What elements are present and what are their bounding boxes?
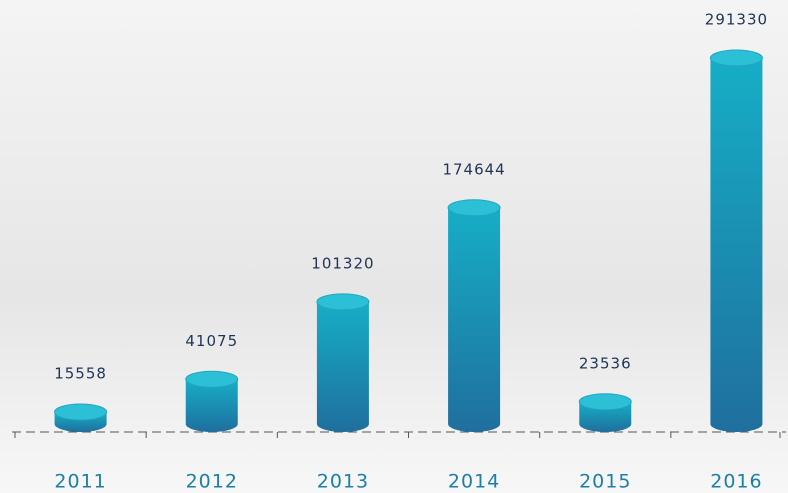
- bar: [55, 404, 107, 432]
- cylinder-body: [448, 208, 500, 432]
- background: [0, 0, 788, 493]
- bar: [448, 200, 500, 432]
- cylinder-top: [710, 50, 762, 66]
- x-tick-label: 2015: [579, 471, 631, 493]
- cylinder-top: [579, 394, 631, 410]
- x-tick-label: 2012: [186, 471, 238, 493]
- bar: [579, 394, 631, 432]
- cylinder-top: [55, 404, 107, 420]
- value-label: 174644: [442, 160, 505, 178]
- chart: 2011 15558 2012 41075 2013 101320 2014 174644 20…: [0, 0, 788, 493]
- value-label: 101320: [311, 254, 374, 272]
- cylinder-top: [186, 371, 238, 387]
- cylinder-top: [448, 200, 500, 216]
- x-tick-label: 2013: [317, 471, 369, 493]
- x-tick-label: 2014: [448, 471, 500, 493]
- cylinder-body: [710, 58, 762, 432]
- x-tick-label: 2016: [710, 471, 762, 493]
- value-label: 23536: [579, 354, 632, 372]
- value-label: 41075: [185, 332, 238, 350]
- value-label: 291330: [705, 11, 768, 29]
- value-label: 15558: [54, 365, 107, 383]
- bar: [317, 294, 369, 432]
- bar: [710, 50, 762, 432]
- bar: [186, 371, 238, 432]
- cylinder-body: [317, 302, 369, 432]
- x-tick-label: 2011: [54, 471, 106, 493]
- cylinder-top: [317, 294, 369, 310]
